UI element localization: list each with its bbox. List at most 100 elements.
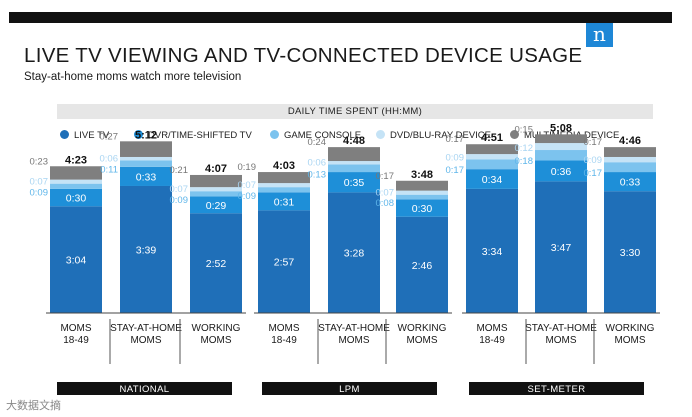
category-tick-label: MOMS [338, 335, 369, 346]
chart-subtitle: Stay-at-home moms watch more television [24, 71, 242, 83]
bar-total-label: 3:48 [411, 169, 433, 181]
category-tick-label: MOMS [476, 323, 507, 334]
bar-segment [535, 134, 587, 144]
bar-segment [120, 156, 172, 161]
group-band [262, 382, 437, 395]
bar-value-label: 2:52 [206, 258, 227, 270]
bar-segment [604, 172, 656, 192]
bar-segment [466, 188, 518, 313]
top-bar [9, 12, 672, 23]
bar-value-label: 0:33 [136, 171, 157, 183]
bar-segment [396, 194, 448, 200]
bar-side-label: 0:11 [100, 165, 118, 176]
category-tick-label: STAY-AT-HOME [318, 323, 390, 334]
bar-segment [604, 162, 656, 173]
bar-value-label: 0:29 [206, 200, 227, 212]
bar-segment [258, 192, 310, 211]
bar-segment [258, 210, 310, 313]
nielsen-logo: n [586, 23, 613, 47]
bar-segment [50, 166, 102, 180]
group-label: LPM [339, 384, 360, 395]
bar-side-label: 0:17 [584, 168, 603, 179]
bar-total-label: 5:08 [550, 122, 572, 134]
bar-total-label: 5:12 [135, 129, 157, 141]
bar-value-label: 3:30 [620, 247, 641, 259]
bar-side-label: 0:07 [376, 188, 395, 199]
bar-side-label: 0:17 [446, 165, 465, 176]
bar-total-label: 4:03 [273, 160, 295, 172]
bar-side-label: 0:08 [376, 198, 395, 209]
category-tick-label: MOMS [545, 335, 576, 346]
bar-value-label: 0:36 [551, 166, 572, 178]
bar-segment [396, 216, 448, 313]
category-tick-label: 18-49 [271, 335, 297, 346]
bar-segment [604, 156, 656, 163]
bar-segment [190, 213, 242, 313]
category-tick-label: MOMS [60, 323, 91, 334]
bar-value-label: 3:04 [66, 255, 87, 267]
bar-segment [50, 179, 102, 184]
bar-segment [604, 191, 656, 313]
bar-value-label: 0:31 [274, 196, 295, 208]
bar-side-label: 0:17 [446, 134, 465, 145]
bar-value-label: 0:35 [344, 177, 365, 189]
legend-item-dvd-bluray: DVD/BLU-RAY DEVICE [376, 129, 491, 143]
bar-segment [328, 161, 380, 165]
bar-segment [50, 188, 102, 207]
bar-side-label: 0:23 [30, 156, 49, 167]
bar-side-label: 0:07 [238, 180, 257, 191]
bar-segment [120, 166, 172, 186]
bar-segment [190, 174, 242, 188]
category-tick-label: WORKING [606, 323, 655, 334]
bar-total-label: 4:23 [65, 154, 87, 166]
legend-label: DVD/BLU-RAY DEVICE [390, 130, 492, 141]
bar-segment [396, 190, 448, 195]
bar-side-label: 0:24 [308, 137, 327, 148]
bar-value-label: 3:34 [482, 246, 503, 258]
bar-total-label: 4:51 [481, 132, 503, 144]
bar-value-label: 0:33 [620, 177, 641, 189]
bar-segment [535, 150, 587, 161]
bar-value-label: 3:28 [344, 248, 365, 260]
bar-value-label: 0:30 [66, 193, 87, 205]
bar-value-label: 3:39 [136, 245, 157, 257]
bar-segment [535, 160, 587, 182]
bar-segment [190, 191, 242, 197]
legend-item-live-tv: LIVE TV [60, 129, 109, 143]
bar-side-label: 0:27 [100, 131, 119, 142]
bar-total-label: 4:48 [343, 135, 365, 147]
bar-segment [328, 172, 380, 193]
bar-segment [396, 199, 448, 217]
bar-segment [190, 196, 242, 214]
bar-side-label: 0:09 [446, 152, 465, 163]
bar-side-label: 0:17 [376, 171, 395, 182]
category-tick-label: MOMS [200, 335, 231, 346]
category-tick-label: STAY-AT-HOME [525, 323, 597, 334]
legend-label: DVR/TIME-SHIFTED TV [148, 130, 252, 141]
chart-title: LIVE TV VIEWING AND TV-CONNECTED DEVICE … [24, 44, 583, 67]
bar-segment [120, 141, 172, 157]
bar-side-label: 0:07 [170, 184, 189, 195]
bar-side-label: 0:07 [30, 177, 49, 188]
legend-label: LIVE TV [74, 130, 110, 141]
bar-side-label: 0:12 [515, 143, 534, 154]
category-tick-label: MOMS [130, 335, 161, 346]
category-tick-label: WORKING [398, 323, 447, 334]
category-tick-label: MOMS [268, 323, 299, 334]
bar-side-label: 0:09 [584, 155, 603, 166]
group-label: NATIONAL [119, 384, 169, 395]
bar-segment [535, 143, 587, 151]
group-band [469, 382, 644, 395]
legend-swatch [270, 130, 279, 139]
watermark: 大数据文摘 [6, 400, 61, 412]
category-tick-label: WORKING [192, 323, 241, 334]
category-tick-label: 18-49 [479, 335, 505, 346]
bar-value-label: 0:34 [482, 174, 503, 186]
category-tick-label: MOMS [406, 335, 437, 346]
bar-side-label: 0:18 [515, 156, 534, 167]
legend-item-game-console: GAME CONSOLE [270, 129, 361, 143]
bar-segment [328, 147, 380, 162]
measure-banner: DAILY TIME SPENT (HH:MM) [57, 104, 653, 119]
bar-side-label: 0:13 [308, 169, 327, 180]
